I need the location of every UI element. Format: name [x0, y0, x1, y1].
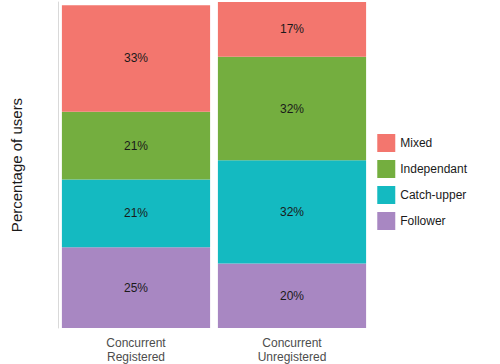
- svg-text:Follower: Follower: [400, 214, 445, 228]
- svg-text:Concurrent: Concurrent: [106, 336, 166, 350]
- svg-text:21%: 21%: [124, 139, 148, 153]
- svg-text:Registered: Registered: [107, 350, 165, 364]
- svg-text:Catch-upper: Catch-upper: [400, 188, 466, 202]
- svg-text:17%: 17%: [280, 22, 304, 36]
- svg-text:Mixed: Mixed: [400, 136, 432, 150]
- svg-text:21%: 21%: [124, 206, 148, 220]
- svg-text:25%: 25%: [124, 281, 148, 295]
- svg-text:Independant: Independant: [400, 162, 467, 176]
- svg-text:Unregistered: Unregistered: [258, 350, 327, 364]
- svg-text:Concurrent: Concurrent: [262, 336, 322, 350]
- svg-text:32%: 32%: [280, 205, 304, 219]
- svg-text:20%: 20%: [280, 289, 304, 303]
- svg-text:Percentage of users: Percentage of users: [8, 98, 25, 232]
- svg-text:32%: 32%: [280, 102, 304, 116]
- svg-text:33%: 33%: [124, 51, 148, 65]
